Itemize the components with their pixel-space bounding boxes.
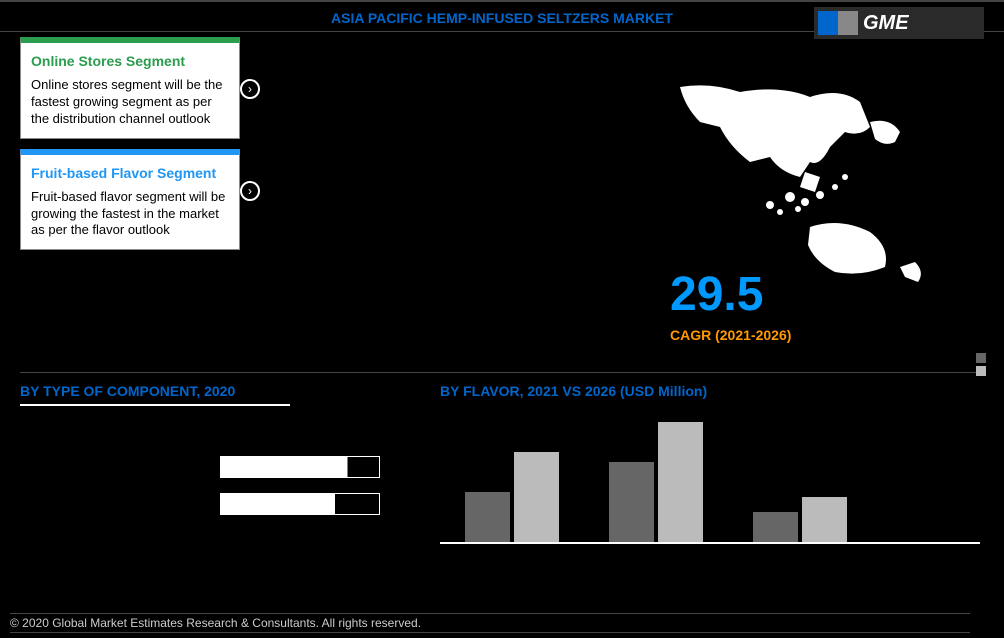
cagr-label: CAGR (2021-2026) xyxy=(670,327,791,343)
vbar xyxy=(753,512,798,542)
vbar-container xyxy=(440,404,980,544)
vbar-group xyxy=(609,422,703,542)
vbar xyxy=(465,492,510,542)
top-section: Online Stores Segment Online stores segm… xyxy=(0,32,1004,372)
asia-pacific-map-icon xyxy=(660,77,960,287)
chevron-right-icon: › xyxy=(240,79,260,99)
vbar xyxy=(658,422,703,542)
segment-body: Fruit-based flavor segment will be growi… xyxy=(31,189,229,240)
segment-box-fruit: Fruit-based Flavor Segment Fruit-based f… xyxy=(20,149,240,251)
vbar-group xyxy=(753,497,847,542)
map-column: 29.5 CAGR (2021-2026) xyxy=(660,37,970,372)
bullets-column: › › xyxy=(240,37,660,372)
vbar xyxy=(802,497,847,542)
legend xyxy=(976,353,990,379)
footer-copyright: © 2020 Global Market Estimates Research … xyxy=(10,613,970,633)
chart-title: BY FLAVOR, 2021 VS 2026 (USD Million) xyxy=(440,383,980,399)
flavor-chart: BY FLAVOR, 2021 VS 2026 (USD Million) xyxy=(440,383,980,593)
hbar-row xyxy=(20,456,440,478)
chart-title: BY TYPE OF COMPONENT, 2020 xyxy=(20,383,440,399)
chevron-right-icon: › xyxy=(240,181,260,201)
vbar xyxy=(514,452,559,542)
vbar xyxy=(609,462,654,542)
header: ASIA PACIFIC HEMP-INFUSED SELTZERS MARKE… xyxy=(0,0,1004,32)
cagr-value: 29.5 xyxy=(670,267,763,322)
legend-item xyxy=(976,353,990,363)
segment-title: Fruit-based Flavor Segment xyxy=(31,165,229,181)
hbar-container xyxy=(20,426,440,515)
hbar xyxy=(220,493,380,515)
chart-underline xyxy=(20,404,290,406)
bullet-row: › xyxy=(240,77,660,99)
vbar-group xyxy=(465,452,559,542)
segment-title: Online Stores Segment xyxy=(31,53,229,69)
segment-body: Online stores segment will be the fastes… xyxy=(31,77,229,128)
component-chart: BY TYPE OF COMPONENT, 2020 xyxy=(20,383,440,593)
hbar-row xyxy=(20,493,440,515)
hbar xyxy=(220,456,380,478)
segments-column: Online Stores Segment Online stores segm… xyxy=(20,37,240,372)
bullet-row: › xyxy=(240,179,660,201)
charts-section: BY TYPE OF COMPONENT, 2020 BY FLAVOR, 20… xyxy=(0,373,1004,603)
segment-box-online: Online Stores Segment Online stores segm… xyxy=(20,37,240,139)
legend-item xyxy=(976,366,990,376)
